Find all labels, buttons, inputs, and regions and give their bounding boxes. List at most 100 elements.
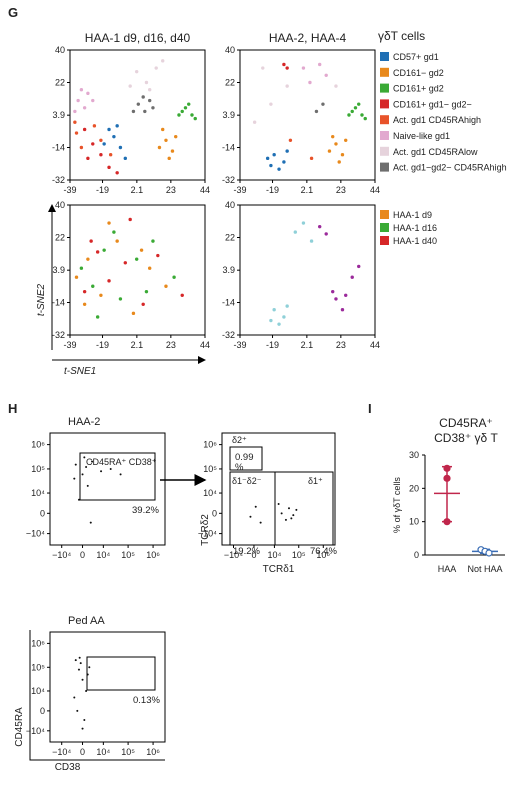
point bbox=[82, 302, 87, 307]
point bbox=[112, 134, 116, 139]
point bbox=[353, 106, 358, 110]
point bbox=[95, 315, 100, 319]
point bbox=[86, 91, 90, 96]
point bbox=[324, 232, 328, 236]
point bbox=[317, 224, 322, 229]
y-tick-label: -14 bbox=[52, 298, 65, 308]
point bbox=[269, 102, 273, 106]
x-tick-label: 2.1 bbox=[301, 185, 314, 195]
x-tick-label: -19 bbox=[96, 185, 109, 195]
point bbox=[108, 153, 113, 157]
axis-label: t-SNE1 bbox=[64, 366, 96, 377]
point bbox=[92, 124, 97, 128]
gate-value: % bbox=[235, 462, 244, 473]
point bbox=[309, 239, 314, 243]
point bbox=[308, 80, 312, 85]
point bbox=[317, 62, 322, 67]
point bbox=[74, 463, 77, 466]
y-tick-label: 10⁵ bbox=[203, 464, 217, 474]
point bbox=[164, 284, 168, 288]
y-tick-label: 10⁴ bbox=[31, 488, 45, 498]
point bbox=[73, 120, 77, 124]
point bbox=[285, 149, 289, 153]
point bbox=[115, 239, 119, 243]
plot-frame bbox=[221, 432, 336, 546]
y-tick-label: 10⁶ bbox=[31, 638, 45, 648]
point bbox=[344, 293, 348, 297]
point bbox=[79, 266, 84, 270]
point bbox=[77, 498, 80, 501]
y-tick-label: 10⁴ bbox=[203, 488, 217, 498]
point bbox=[350, 275, 354, 279]
y-tick-label: 10⁶ bbox=[203, 440, 217, 450]
point bbox=[272, 153, 276, 157]
point bbox=[285, 304, 289, 308]
gate-value: 19.2% bbox=[233, 546, 260, 557]
y-tick-label: −10⁴ bbox=[26, 529, 45, 539]
point bbox=[261, 66, 265, 70]
x-tick-label: 44 bbox=[200, 185, 210, 195]
point bbox=[334, 142, 338, 146]
point bbox=[123, 156, 128, 161]
point bbox=[193, 116, 197, 121]
point bbox=[134, 69, 139, 74]
y-tick-label: -14 bbox=[52, 143, 65, 153]
x-tick-label: 10⁵ bbox=[121, 747, 135, 757]
legend-swatch bbox=[380, 99, 389, 109]
point bbox=[340, 308, 345, 312]
point bbox=[284, 518, 287, 521]
gate-label: CD45RA⁺ CD38⁺ bbox=[86, 457, 157, 467]
point bbox=[136, 102, 141, 106]
point bbox=[123, 261, 128, 265]
point bbox=[91, 284, 95, 288]
point bbox=[73, 477, 76, 480]
point bbox=[285, 84, 289, 88]
point bbox=[78, 656, 81, 659]
legend-label: CD57+ gd1 bbox=[393, 52, 439, 62]
point bbox=[167, 156, 171, 161]
point bbox=[147, 88, 152, 92]
x-tick-label: 10⁶ bbox=[146, 747, 160, 757]
gate bbox=[79, 452, 156, 501]
x-tick-label: 10⁵ bbox=[292, 550, 306, 560]
plot-title: HAA-2 bbox=[68, 416, 100, 428]
plot-frame bbox=[239, 204, 376, 336]
y-tick-label: 40 bbox=[225, 200, 235, 210]
y-tick-label: 40 bbox=[55, 200, 65, 210]
point bbox=[82, 289, 87, 294]
y-tick-label: 22 bbox=[55, 233, 65, 243]
panel-label: G bbox=[8, 5, 18, 20]
point bbox=[277, 503, 280, 506]
point bbox=[102, 248, 106, 252]
gate bbox=[229, 446, 263, 471]
legend-label: CD161− gd2 bbox=[393, 68, 444, 78]
x-tick-label: 0 bbox=[80, 747, 85, 757]
point bbox=[172, 275, 176, 279]
legend-label: Act. gd1 CD45RAhigh bbox=[393, 115, 481, 125]
point bbox=[91, 460, 94, 463]
x-tick-label: −10⁴ bbox=[52, 550, 71, 560]
x-tick-label: 23 bbox=[336, 185, 346, 195]
point bbox=[89, 521, 92, 524]
plot-frame bbox=[239, 49, 376, 181]
y-tick-label: 22 bbox=[225, 78, 235, 88]
point bbox=[269, 318, 273, 323]
legend-label: CD161+ gd1− gd2− bbox=[393, 99, 472, 109]
y-tick-label: -32 bbox=[222, 330, 235, 340]
point bbox=[265, 156, 270, 161]
x-tick-label: 10⁵ bbox=[121, 550, 135, 560]
point bbox=[107, 165, 111, 170]
point bbox=[187, 102, 191, 106]
legend-label: HAA-1 d9 bbox=[393, 210, 432, 220]
point bbox=[170, 149, 175, 153]
point bbox=[131, 109, 136, 114]
x-tick-label: HAA bbox=[438, 564, 457, 574]
point bbox=[277, 167, 281, 171]
x-tick-label: -39 bbox=[233, 340, 246, 350]
y-tick-label: 10⁵ bbox=[31, 464, 45, 474]
legend-label: Act. gd1−gd2− CD45RAhigh bbox=[393, 163, 507, 173]
legend-label: HAA-1 d40 bbox=[393, 236, 437, 246]
point bbox=[282, 62, 286, 67]
point bbox=[134, 257, 139, 261]
point bbox=[309, 156, 314, 161]
